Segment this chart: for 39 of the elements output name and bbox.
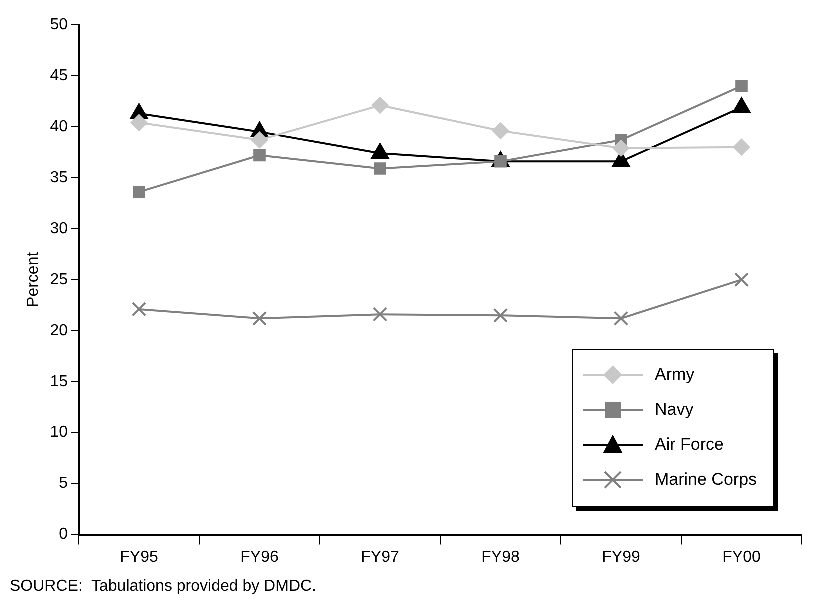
y-tick-label: 10	[50, 424, 68, 442]
point	[254, 149, 266, 162]
y-tick-label: 45	[50, 67, 68, 84]
point	[132, 302, 147, 317]
x-tick-label: FY95	[120, 548, 158, 566]
y-tick-label: 50	[50, 16, 68, 34]
x-tick-label: FY97	[361, 548, 400, 566]
y-axis-title: Percent	[25, 252, 42, 308]
legend-label: Marine Corps	[655, 470, 758, 490]
point	[734, 272, 750, 288]
point	[251, 132, 268, 149]
point	[612, 140, 630, 157]
x-tick-label: FY96	[240, 548, 279, 566]
y-tick-label: 5	[59, 475, 68, 492]
y-tick-label: 0	[59, 526, 68, 544]
legend-label: Army	[655, 365, 695, 386]
point	[372, 97, 389, 114]
point	[493, 308, 508, 323]
y-tick-label: 20	[50, 322, 68, 340]
source-note: SOURCE: Tabulations provided by DMDC.	[10, 578, 316, 596]
point	[252, 311, 268, 326]
y-tick-label: 30	[50, 220, 68, 238]
point	[614, 311, 629, 326]
point	[133, 186, 146, 198]
point	[492, 122, 510, 140]
point	[372, 307, 388, 322]
x-tick-label: FY99	[602, 548, 640, 566]
x-tick-label: FY98	[482, 548, 520, 566]
y-tick-label: 40	[50, 118, 68, 136]
y-tick-label: 25	[50, 271, 68, 288]
x-tick-label: FY00	[722, 548, 761, 566]
point	[736, 80, 748, 92]
point	[733, 138, 750, 156]
y-tick-label: 35	[50, 169, 68, 186]
legend-label: Navy	[655, 400, 694, 420]
legend-label: Air Force	[655, 435, 724, 456]
y-tick-label: 15	[50, 373, 68, 390]
point	[130, 114, 148, 132]
point	[374, 162, 386, 175]
